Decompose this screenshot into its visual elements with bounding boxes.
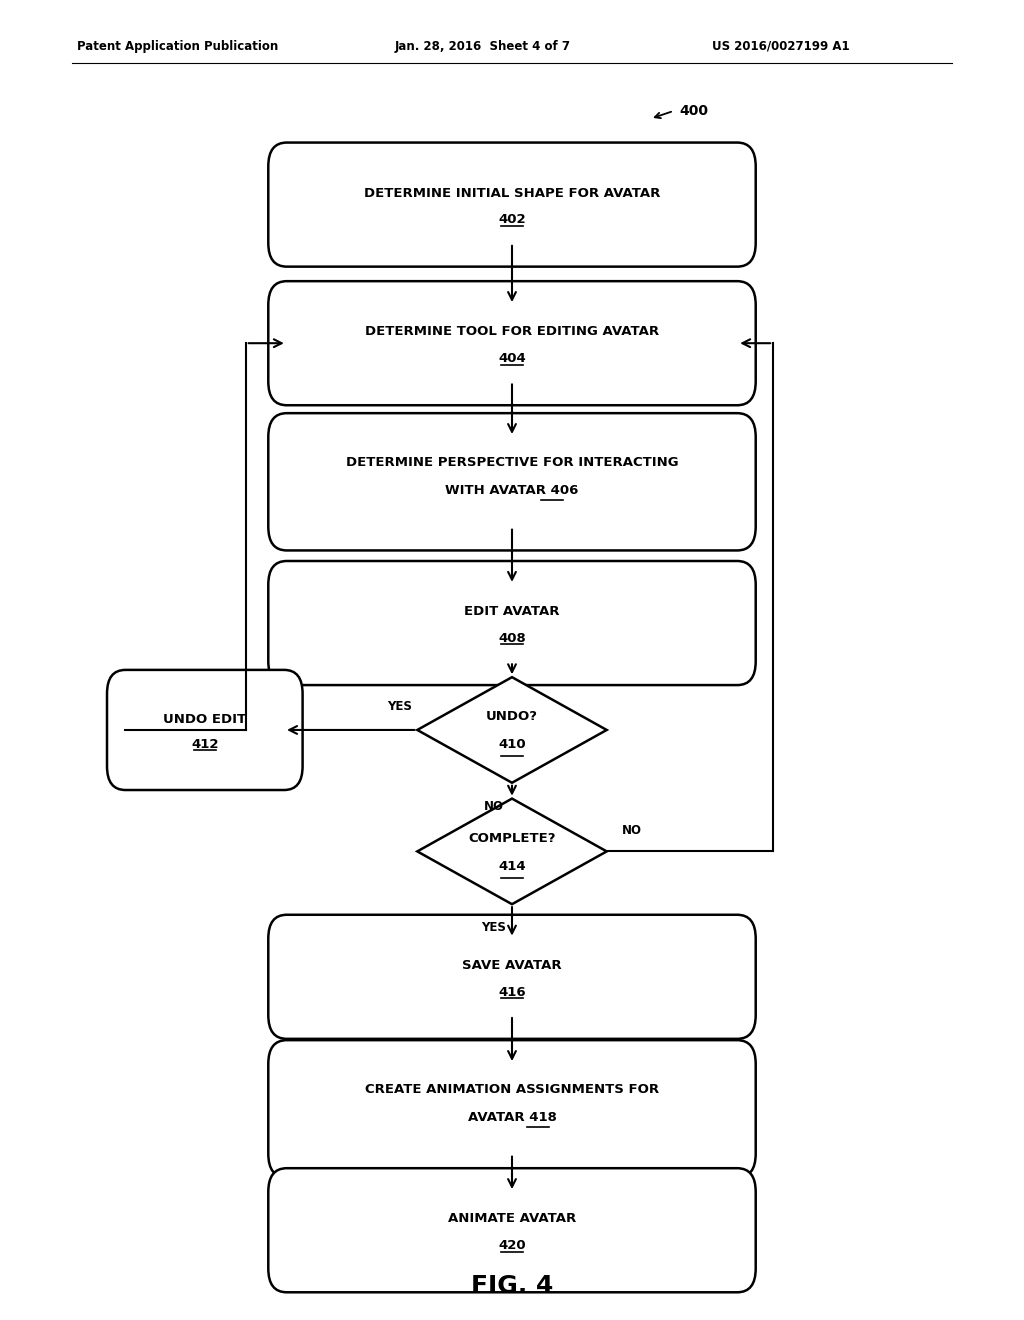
Text: YES: YES [387,700,412,713]
Text: AVATAR 418: AVATAR 418 [468,1111,556,1125]
Text: COMPLETE?: COMPLETE? [468,832,556,845]
Text: Jan. 28, 2016  Sheet 4 of 7: Jan. 28, 2016 Sheet 4 of 7 [394,40,570,53]
Text: EDIT AVATAR: EDIT AVATAR [464,605,560,618]
Text: NO: NO [623,824,642,837]
FancyBboxPatch shape [268,1040,756,1177]
Text: UNDO EDIT: UNDO EDIT [163,713,247,726]
FancyBboxPatch shape [268,915,756,1039]
Text: 408: 408 [498,632,526,645]
Text: SAVE AVATAR: SAVE AVATAR [462,958,562,972]
Text: WITH AVATAR 406: WITH AVATAR 406 [445,484,579,498]
FancyBboxPatch shape [268,561,756,685]
Text: 402: 402 [499,214,525,227]
Text: US 2016/0027199 A1: US 2016/0027199 A1 [712,40,849,53]
Polygon shape [418,799,606,904]
FancyBboxPatch shape [268,1168,756,1292]
Text: 410: 410 [499,738,525,751]
Text: 404: 404 [498,352,526,366]
FancyBboxPatch shape [268,413,756,550]
Text: CREATE ANIMATION ASSIGNMENTS FOR: CREATE ANIMATION ASSIGNMENTS FOR [365,1082,659,1096]
Text: DETERMINE TOOL FOR EDITING AVATAR: DETERMINE TOOL FOR EDITING AVATAR [365,325,659,338]
Text: DETERMINE INITIAL SHAPE FOR AVATAR: DETERMINE INITIAL SHAPE FOR AVATAR [364,186,660,199]
Text: 420: 420 [499,1239,525,1253]
Text: 416: 416 [499,986,525,999]
FancyBboxPatch shape [268,281,756,405]
Text: YES: YES [481,921,506,935]
Polygon shape [418,677,606,783]
Text: DETERMINE PERSPECTIVE FOR INTERACTING: DETERMINE PERSPECTIVE FOR INTERACTING [346,455,678,469]
Text: 400: 400 [679,104,708,117]
Text: Patent Application Publication: Patent Application Publication [77,40,279,53]
Text: FIG. 4: FIG. 4 [471,1274,553,1298]
FancyBboxPatch shape [108,671,303,789]
Text: NO: NO [483,800,504,813]
Text: ANIMATE AVATAR: ANIMATE AVATAR [447,1212,577,1225]
Text: 412: 412 [191,738,218,751]
FancyBboxPatch shape [268,143,756,267]
Text: UNDO?: UNDO? [486,710,538,723]
Text: 414: 414 [499,859,525,873]
